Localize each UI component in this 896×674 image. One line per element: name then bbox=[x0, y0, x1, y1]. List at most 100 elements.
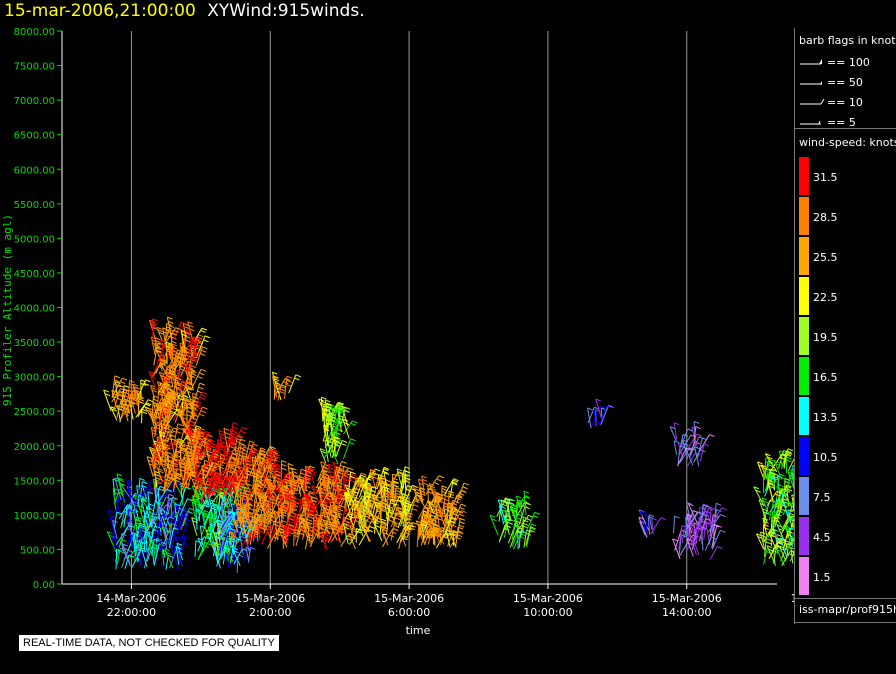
x-tick-label: 10:00:00 bbox=[523, 606, 572, 619]
wind-barb bbox=[190, 370, 197, 386]
data-source: iss-mapr/prof915h bbox=[799, 603, 896, 616]
y-tick-label: 4500.00 bbox=[14, 269, 55, 280]
x-tick-label: 22:00:00 bbox=[107, 606, 156, 619]
x-tick-label: 15-Mar-2006 bbox=[374, 592, 444, 605]
wind-barb bbox=[342, 418, 350, 439]
y-tick-label: 0.00 bbox=[33, 580, 55, 591]
wind-barb bbox=[136, 392, 144, 415]
y-tick-label: 6000.00 bbox=[14, 165, 55, 176]
wind-barb bbox=[175, 383, 183, 408]
wind-barb bbox=[198, 504, 204, 522]
wind-barb bbox=[175, 439, 182, 459]
wind-barb bbox=[121, 533, 127, 552]
wind-barb bbox=[158, 373, 175, 391]
wind-barb bbox=[193, 337, 201, 360]
wind-barb bbox=[186, 406, 193, 429]
wind-barb bbox=[184, 420, 194, 440]
grid-lines bbox=[130, 31, 688, 584]
wind-barb bbox=[188, 351, 200, 371]
wind-barb bbox=[489, 514, 499, 536]
y-tick-label: 4000.00 bbox=[14, 304, 55, 315]
y-tick-label: 3000.00 bbox=[14, 373, 55, 384]
wind-barb bbox=[158, 453, 170, 470]
wind-barb bbox=[195, 335, 211, 358]
wind-barb bbox=[114, 477, 122, 501]
wind-barb bbox=[180, 510, 193, 531]
wind-barb bbox=[152, 318, 158, 340]
x-tick-label: 14:00:00 bbox=[662, 606, 711, 619]
wind-barb bbox=[176, 369, 184, 394]
wind-barb bbox=[150, 384, 158, 399]
wind-barb bbox=[154, 353, 166, 372]
wind-barb bbox=[694, 446, 700, 467]
wind-barb bbox=[191, 498, 198, 519]
wind-barb bbox=[115, 524, 134, 546]
wind-barb bbox=[116, 473, 124, 496]
wind-barb bbox=[178, 486, 191, 509]
wind-barb bbox=[116, 399, 127, 418]
wind-barb bbox=[107, 509, 116, 532]
barb-legend-label: == 50 bbox=[827, 76, 863, 89]
wind-barb bbox=[110, 406, 118, 421]
speed-swatch bbox=[799, 477, 809, 515]
wind-barb bbox=[171, 548, 180, 570]
wind-barb bbox=[169, 523, 177, 541]
wind-barb bbox=[191, 517, 198, 536]
wind-barb bbox=[112, 519, 118, 539]
y-tick-label: 7500.00 bbox=[14, 62, 55, 73]
wind-barb bbox=[126, 509, 135, 525]
y-tick-label: 7000.00 bbox=[14, 96, 55, 107]
wind-barb bbox=[709, 546, 723, 560]
wind-barb bbox=[135, 403, 151, 418]
wind-barb bbox=[179, 342, 187, 365]
wind-barb bbox=[280, 460, 287, 482]
wind-barb bbox=[309, 467, 317, 484]
legend-divider bbox=[795, 128, 896, 129]
title-product: XYWind:915winds. bbox=[207, 1, 365, 21]
wind-barb bbox=[166, 493, 175, 510]
wind-barb bbox=[195, 391, 208, 406]
wind-barb bbox=[753, 486, 765, 507]
title-date: 15-mar-2006,21:00:00 bbox=[4, 1, 196, 21]
wind-barb bbox=[187, 321, 195, 342]
wind-barb bbox=[127, 380, 135, 398]
speed-bin-label: 7.5 bbox=[813, 491, 831, 504]
wind-barb bbox=[118, 408, 132, 422]
speed-legend-title: wind-speed: knots bbox=[799, 136, 896, 149]
wind-barb bbox=[177, 514, 188, 532]
wind-barb bbox=[174, 503, 180, 522]
wind-barb bbox=[160, 339, 168, 358]
wind-barb bbox=[236, 554, 244, 573]
wind-barb bbox=[209, 499, 216, 523]
speed-swatch bbox=[799, 277, 809, 315]
wind-barb bbox=[124, 554, 135, 569]
wind-barb bbox=[348, 533, 356, 550]
x-tick-label: 15-Mar-2006 bbox=[513, 592, 583, 605]
wind-barb bbox=[119, 400, 132, 421]
legend-divider bbox=[795, 598, 896, 599]
speed-bin-label: 13.5 bbox=[813, 411, 838, 424]
wind-barb bbox=[163, 392, 172, 411]
speed-swatch bbox=[799, 517, 809, 555]
wind-barb bbox=[113, 535, 124, 557]
wind-barb bbox=[121, 549, 134, 568]
wind-barb bbox=[174, 507, 192, 526]
speed-swatch bbox=[799, 357, 809, 395]
wind-barb bbox=[173, 423, 183, 446]
wind-barb bbox=[118, 504, 133, 519]
wind-barb bbox=[171, 377, 182, 402]
chart-title: 15-mar-2006,21:00:00 XYWind:915winds. bbox=[4, 1, 365, 21]
wind-barb bbox=[673, 440, 680, 455]
wind-barb bbox=[165, 554, 174, 570]
speed-swatch bbox=[799, 397, 809, 435]
wind-barb bbox=[134, 492, 144, 511]
y-tick-label: 8000.00 bbox=[14, 27, 55, 38]
wind-barb bbox=[131, 549, 147, 568]
wind-barb bbox=[121, 547, 131, 567]
speed-swatch bbox=[799, 557, 809, 595]
wind-barb bbox=[171, 343, 178, 363]
wind-barb bbox=[122, 543, 131, 564]
wind-barb bbox=[127, 479, 133, 499]
legend-panel: barb flags in knots == 100 == 50 == 10 == 5… bbox=[794, 28, 896, 624]
wind-barb bbox=[673, 515, 680, 534]
